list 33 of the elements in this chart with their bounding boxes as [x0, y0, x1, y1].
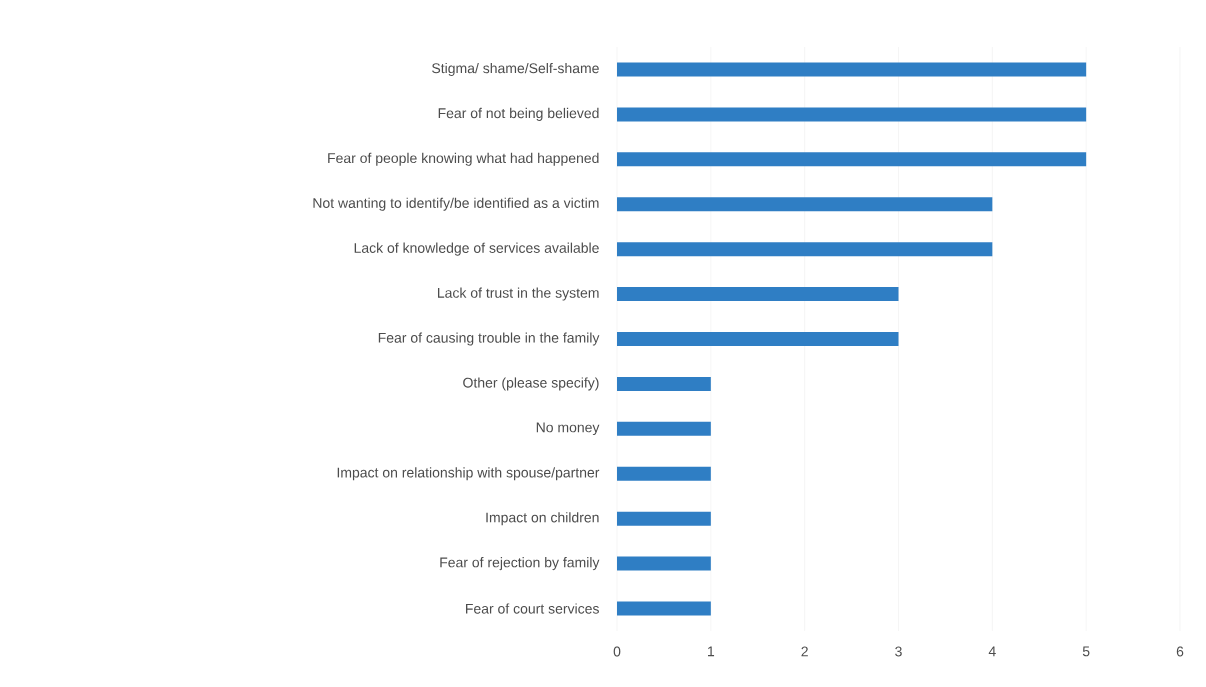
y-tick-label: Lack of knowledge of services available — [354, 242, 599, 256]
y-tick-label: Fear of rejection by family — [440, 557, 600, 571]
y-tick-label: Impact on relationship with spouse/partner — [337, 467, 600, 481]
y-tick-label: Other (please specify) — [463, 377, 599, 391]
y-tick-label: Impact on children — [486, 512, 599, 526]
bar — [617, 466, 711, 481]
y-tick-label: Not wanting to identify/be identified as a victim — [313, 197, 599, 211]
bar — [617, 332, 899, 346]
bar — [617, 287, 899, 302]
bar — [617, 511, 711, 526]
y-tick-label: Fear of causing trouble in the family — [378, 332, 600, 346]
x-tick-label: 3 — [895, 646, 902, 657]
x-tick-label: 0 — [613, 646, 621, 657]
y-tick-label: Fear of court services — [466, 603, 599, 614]
bar — [617, 601, 711, 616]
x-tick-label: 1 — [708, 646, 715, 657]
x-tick-label: 4 — [988, 646, 996, 657]
bar — [617, 107, 1087, 122]
y-tick-label: Lack of trust in the system — [438, 287, 599, 301]
bar — [617, 421, 711, 436]
y-tick-label: Stigma/ shame/Self-shame — [432, 62, 599, 76]
bar — [617, 152, 1087, 167]
bar — [617, 197, 993, 212]
bar — [617, 242, 993, 257]
bar — [617, 62, 1087, 77]
x-tick-label: 2 — [801, 646, 808, 657]
y-tick-label: Fear of not being believed — [438, 107, 599, 121]
y-tick-label: No money — [536, 422, 600, 436]
bar — [617, 376, 711, 391]
y-tick-label: Fear of people knowing what had happened — [328, 152, 599, 166]
x-tick-label: 5 — [1082, 646, 1090, 657]
x-tick-label: 6 — [1176, 646, 1184, 657]
bar — [617, 556, 711, 571]
